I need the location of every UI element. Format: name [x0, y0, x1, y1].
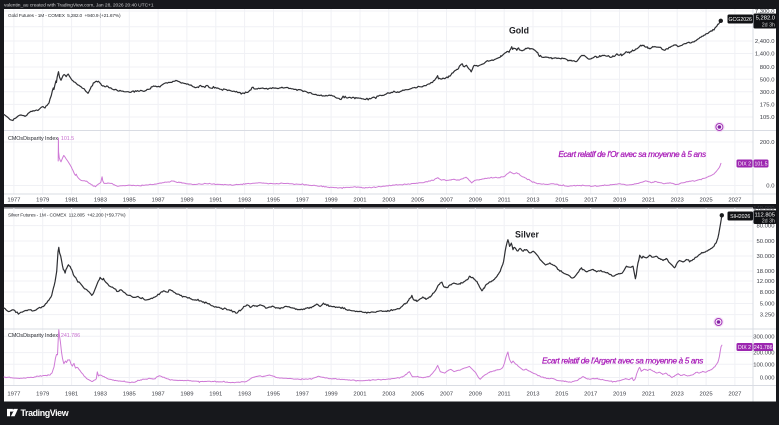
svg-text:241.786: 241.786 — [754, 345, 773, 351]
svg-text:1981: 1981 — [65, 392, 78, 398]
svg-text:1987: 1987 — [152, 392, 165, 398]
svg-text:2007: 2007 — [440, 392, 453, 398]
svg-text:0.000: 0.000 — [760, 376, 775, 382]
svg-text:300.000: 300.000 — [753, 334, 775, 340]
svg-text:CMOsDisparity Index 101.5: CMOsDisparity Index 101.5 — [8, 136, 74, 142]
svg-text:DIX 2: DIX 2 — [738, 345, 751, 351]
svg-text:2013: 2013 — [526, 197, 540, 203]
svg-text:300.0: 300.0 — [760, 90, 775, 96]
svg-text:2027: 2027 — [728, 197, 741, 203]
svg-text:100.000: 100.000 — [753, 362, 775, 368]
svg-text:1997: 1997 — [296, 197, 309, 203]
svg-text:2009: 2009 — [469, 197, 482, 203]
svg-text:2005: 2005 — [411, 197, 425, 203]
svg-text:Ecart relatif de l'Argent avec: Ecart relatif de l'Argent avec sa moyenn… — [542, 356, 703, 365]
svg-text:50.000: 50.000 — [756, 239, 775, 245]
svg-text:1989: 1989 — [180, 392, 193, 398]
svg-text:2017: 2017 — [584, 392, 597, 398]
svg-text:2015: 2015 — [555, 197, 569, 203]
svg-text:2d 3h: 2d 3h — [762, 219, 775, 225]
svg-text:5.000: 5.000 — [760, 302, 775, 308]
svg-text:18.000: 18.000 — [756, 269, 775, 275]
svg-text:2021: 2021 — [642, 197, 655, 203]
svg-text:1983: 1983 — [94, 197, 108, 203]
svg-text:2d 3h: 2d 3h — [762, 23, 775, 29]
svg-text:200.0: 200.0 — [760, 140, 775, 146]
svg-text:1981: 1981 — [65, 197, 78, 203]
svg-text:1995: 1995 — [267, 392, 281, 398]
svg-text:1989: 1989 — [180, 197, 193, 203]
svg-text:2025: 2025 — [700, 197, 714, 203]
svg-text:1993: 1993 — [238, 197, 252, 203]
svg-text:0.0: 0.0 — [766, 184, 775, 190]
svg-text:500.0: 500.0 — [760, 77, 775, 83]
svg-text:2,400.0: 2,400.0 — [755, 39, 775, 45]
svg-text:101.5: 101.5 — [755, 162, 768, 168]
svg-text:2003: 2003 — [382, 197, 396, 203]
svg-text:7,300.0: 7,300.0 — [755, 9, 775, 15]
svg-text:2017: 2017 — [584, 197, 597, 203]
svg-text:1985: 1985 — [123, 197, 137, 203]
svg-text:175.0: 175.0 — [760, 103, 775, 109]
svg-text:2007: 2007 — [440, 197, 453, 203]
svg-text:2001: 2001 — [353, 197, 366, 203]
svg-text:2021: 2021 — [642, 392, 655, 398]
svg-text:GCG2026: GCG2026 — [729, 17, 752, 23]
svg-text:2019: 2019 — [613, 197, 626, 203]
svg-text:TradingView: TradingView — [21, 408, 69, 418]
svg-text:2003: 2003 — [382, 392, 396, 398]
svg-text:2027: 2027 — [728, 392, 741, 398]
svg-text:1995: 1995 — [267, 197, 281, 203]
svg-text:SIH2026: SIH2026 — [730, 214, 750, 220]
svg-text:2011: 2011 — [498, 197, 511, 203]
svg-text:2001: 2001 — [353, 392, 366, 398]
svg-text:105.0: 105.0 — [760, 115, 775, 121]
svg-text:2005: 2005 — [411, 392, 425, 398]
svg-text:30.000: 30.000 — [756, 254, 775, 260]
svg-text:1979: 1979 — [36, 197, 49, 203]
svg-text:200.000: 200.000 — [753, 351, 775, 357]
svg-text:800.0: 800.0 — [760, 65, 775, 71]
svg-text:1997: 1997 — [296, 392, 309, 398]
svg-text:1991: 1991 — [209, 392, 222, 398]
svg-text:1987: 1987 — [152, 197, 165, 203]
svg-text:8.000: 8.000 — [760, 290, 775, 296]
svg-text:1977: 1977 — [7, 392, 20, 398]
svg-text:5,282.0: 5,282.0 — [756, 16, 775, 22]
svg-text:1,400.0: 1,400.0 — [755, 52, 775, 58]
svg-text:Silver: Silver — [515, 230, 540, 240]
svg-text:2013: 2013 — [526, 392, 540, 398]
svg-text:CMOsDisparity Index 241.786: CMOsDisparity Index 241.786 — [8, 333, 80, 339]
svg-text:140.000: 140.000 — [753, 206, 775, 212]
svg-text:1999: 1999 — [325, 392, 338, 398]
svg-text:DIX 2: DIX 2 — [738, 162, 751, 168]
svg-text:2009: 2009 — [469, 392, 482, 398]
svg-text:Gold Futures - 1M - COMEX 5,2: Gold Futures - 1M - COMEX 5,282.0 +940.9… — [8, 13, 121, 19]
svg-text:2025: 2025 — [700, 392, 714, 398]
svg-text:80.000: 80.000 — [756, 224, 775, 230]
svg-text:2023: 2023 — [671, 392, 685, 398]
svg-text:2019: 2019 — [613, 392, 626, 398]
svg-text:1993: 1993 — [238, 392, 252, 398]
svg-text:valentin_au created with Tradi: valentin_au created with TradingView.com… — [4, 2, 154, 8]
svg-text:1991: 1991 — [209, 197, 222, 203]
svg-text:1999: 1999 — [325, 197, 338, 203]
svg-text:12.000: 12.000 — [756, 279, 775, 285]
svg-text:1977: 1977 — [7, 197, 20, 203]
svg-text:2023: 2023 — [671, 197, 685, 203]
svg-text:Gold: Gold — [509, 26, 529, 36]
svg-text:1979: 1979 — [36, 392, 49, 398]
svg-text:112.805: 112.805 — [754, 212, 775, 218]
svg-text:3.250: 3.250 — [760, 313, 775, 319]
svg-text:Silver Futures - 1M - COMEX 1: Silver Futures - 1M - COMEX 112.805 +42.… — [8, 212, 126, 218]
svg-text:2015: 2015 — [555, 392, 569, 398]
svg-text:Ecart relatif de l'Or avec sa: Ecart relatif de l'Or avec sa moyenne à … — [558, 150, 706, 159]
svg-text:2011: 2011 — [498, 392, 511, 398]
svg-text:1983: 1983 — [94, 392, 108, 398]
svg-text:1985: 1985 — [123, 392, 137, 398]
